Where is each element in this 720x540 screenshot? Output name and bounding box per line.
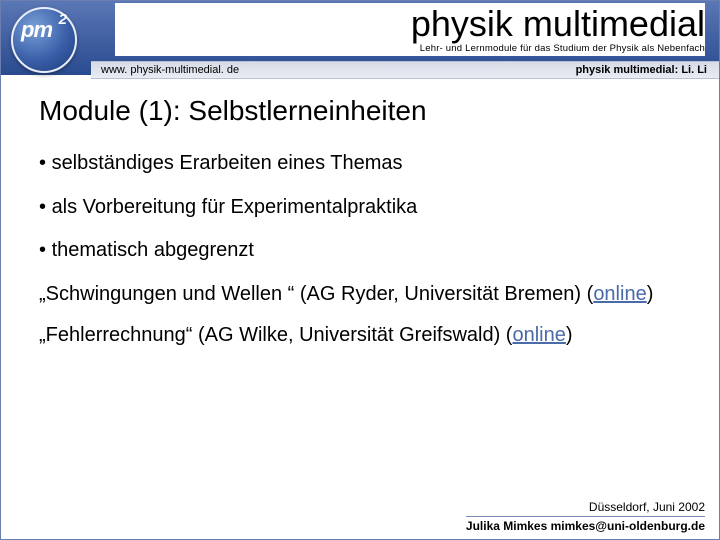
logo-circle: pm 2 <box>11 7 77 73</box>
slide-heading: Module (1): Selbstlerneinheiten <box>39 95 689 127</box>
paragraph-2: „Fehlerrechnung“ (AG Wilke, Universität … <box>39 323 689 349</box>
logo-superscript: 2 <box>59 11 67 28</box>
para2-pre: „Fehlerrechnung“ (AG Wilke, Universität … <box>39 324 512 346</box>
footer-author: Julika Mimkes mimkes@uni-oldenburg.de <box>466 516 705 533</box>
para1-post: ) <box>647 283 654 305</box>
logo-text: pm <box>21 17 52 43</box>
meta-url: www. physik-multimedial. de <box>101 64 239 76</box>
footer: Düsseldorf, Juni 2002 Julika Mimkes mimk… <box>466 500 705 533</box>
main-title: physik multimedial <box>125 3 705 45</box>
online-link-2[interactable]: online <box>512 324 565 346</box>
bullet-item: als Vorbereitung für Experimentalpraktik… <box>39 195 689 221</box>
title-block: physik multimedial Lehr- und Lernmodule … <box>115 3 705 56</box>
bullet-list: selbständiges Erarbeiten eines Themas al… <box>39 151 689 264</box>
meta-bar: www. physik-multimedial. de physik multi… <box>91 61 719 79</box>
meta-right: physik multimedial: Li. Li <box>576 64 707 76</box>
online-link-1[interactable]: online <box>593 283 646 305</box>
paragraph-1: „Schwingungen und Wellen “ (AG Ryder, Un… <box>39 282 689 308</box>
slide: physik multimedial Lehr- und Lernmodule … <box>0 0 720 540</box>
bullet-item: selbständiges Erarbeiten eines Themas <box>39 151 689 177</box>
footer-date: Düsseldorf, Juni 2002 <box>466 500 705 514</box>
para1-pre: „Schwingungen und Wellen “ (AG Ryder, Un… <box>39 283 593 305</box>
logo: pm 2 <box>11 7 85 81</box>
para2-post: ) <box>566 324 573 346</box>
bullet-item: thematisch abgegrenzt <box>39 238 689 264</box>
content-area: Module (1): Selbstlerneinheiten selbstän… <box>39 95 689 365</box>
